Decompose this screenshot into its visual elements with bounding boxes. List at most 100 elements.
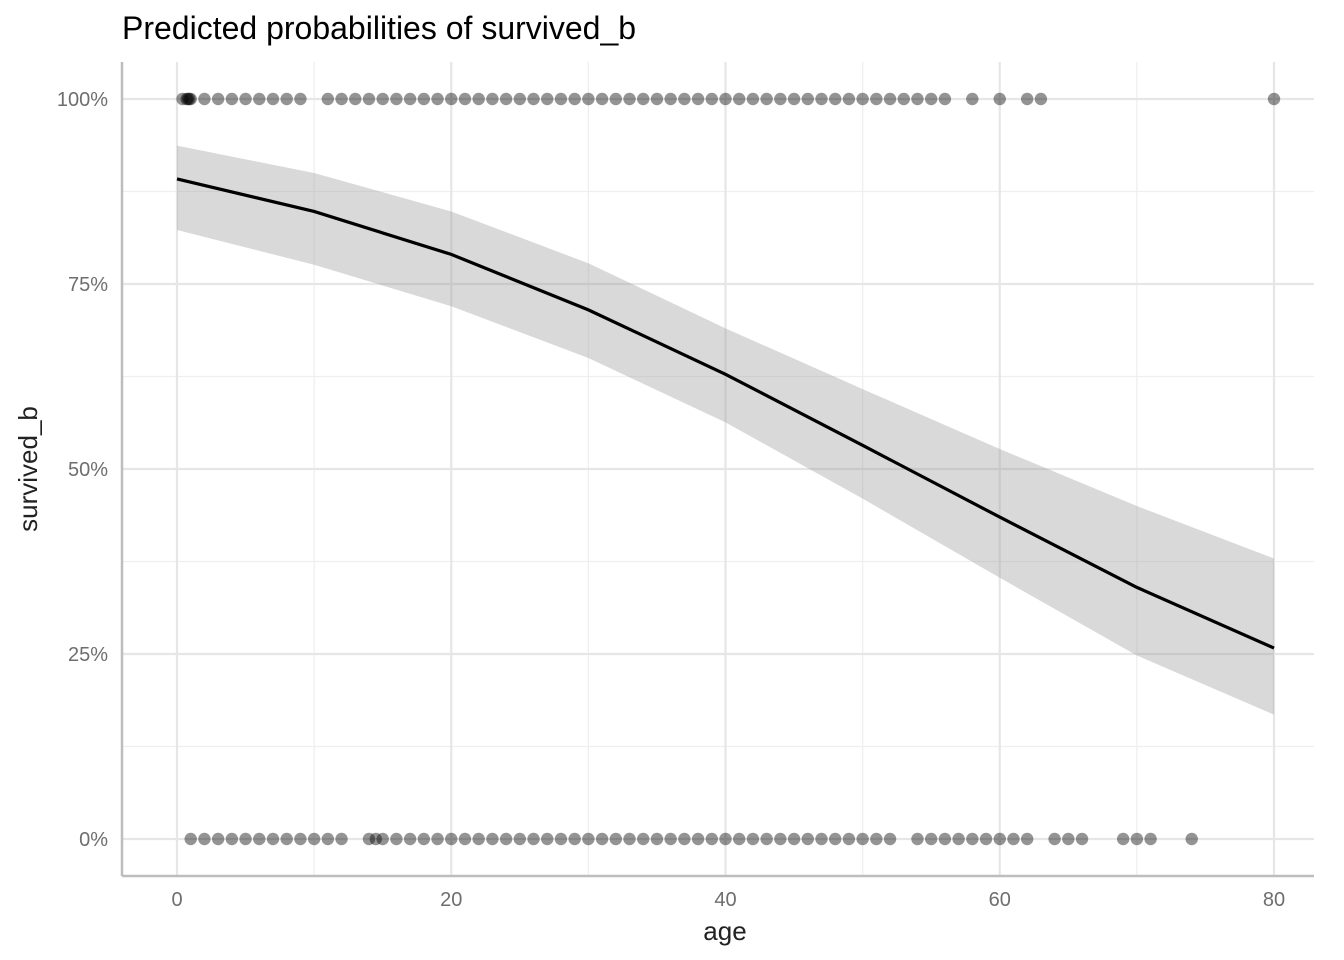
survived-point: [829, 92, 842, 106]
survived-point: [349, 92, 362, 106]
survived-point: [376, 92, 389, 106]
tick-labels: 0 20 40 60 80 0% 25% 50% 75% 100%: [57, 89, 1285, 911]
died-point: [774, 832, 787, 846]
died-point: [801, 832, 814, 846]
survived-point: [225, 92, 239, 106]
survived-point: [486, 92, 499, 106]
died-point: [239, 832, 252, 846]
died-point: [911, 832, 924, 846]
died-point: [225, 832, 239, 846]
died-point: [445, 832, 458, 846]
died-point: [211, 832, 225, 846]
survived-point: [870, 92, 883, 106]
survived-point: [445, 92, 458, 106]
x-tick-label: 60: [989, 889, 1011, 911]
x-tick-label: 40: [714, 889, 736, 911]
y-axis-title: survived_b: [13, 406, 43, 532]
observed-points-layer: [176, 92, 1281, 846]
died-point: [678, 832, 691, 846]
died-point: [417, 832, 431, 846]
grid: [122, 62, 1314, 876]
died-point: [760, 832, 773, 846]
died-point: [650, 832, 664, 846]
survived-point: [239, 92, 252, 106]
survived-point: [362, 92, 376, 106]
survived-point: [211, 92, 225, 106]
survived-point: [198, 92, 211, 106]
died-point: [294, 832, 307, 846]
died-point: [582, 832, 595, 846]
x-tick-label: 80: [1263, 889, 1285, 911]
survived-point: [513, 92, 527, 106]
died-point: [609, 832, 622, 846]
died-point: [993, 832, 1006, 846]
survived-point: [637, 92, 650, 106]
died-point: [431, 832, 444, 846]
survived-point: [1020, 92, 1034, 106]
died-point: [1116, 832, 1130, 846]
died-point: [266, 832, 280, 846]
survived-point: [541, 92, 554, 106]
died-point: [719, 832, 732, 846]
survived-point: [253, 92, 266, 106]
survived-point: [472, 92, 485, 106]
y-tick-label: 0%: [79, 829, 108, 851]
survived-point: [184, 92, 197, 106]
died-point: [513, 832, 527, 846]
died-point: [527, 832, 540, 846]
survived-point: [787, 92, 801, 106]
died-point: [253, 832, 266, 846]
died-point: [554, 832, 568, 846]
died-point: [458, 832, 472, 846]
died-point: [280, 832, 293, 846]
survived-point: [705, 92, 718, 106]
died-point: [883, 832, 897, 846]
survived-point: [390, 92, 403, 106]
y-tick-label: 75%: [68, 274, 108, 296]
survived-point: [911, 92, 924, 106]
died-point: [1007, 832, 1020, 846]
survived-point: [801, 92, 814, 106]
died-point: [1144, 832, 1157, 846]
died-point: [787, 832, 801, 846]
died-point: [705, 832, 718, 846]
died-point: [664, 832, 677, 846]
survived-point: [993, 92, 1006, 106]
survived-point: [664, 92, 677, 106]
x-tick-label: 0: [171, 889, 182, 911]
died-point: [595, 832, 609, 846]
died-point: [966, 832, 979, 846]
died-point: [815, 832, 828, 846]
survived-point: [280, 92, 293, 106]
died-point: [870, 832, 883, 846]
survived-point: [719, 92, 732, 106]
died-point: [198, 832, 211, 846]
died-point: [637, 832, 650, 846]
died-point: [335, 832, 348, 846]
died-point: [321, 832, 335, 846]
died-point: [938, 832, 952, 846]
died-point: [979, 832, 993, 846]
died-point: [856, 832, 869, 846]
survived-point: [733, 92, 746, 106]
died-point: [746, 832, 760, 846]
survived-point: [180, 92, 193, 106]
survived-point: [527, 92, 540, 106]
survived-point: [815, 92, 828, 106]
died-point: [623, 832, 636, 846]
died-point: [691, 832, 705, 846]
died-point: [369, 832, 383, 846]
survived-point: [678, 92, 691, 106]
survived-point: [842, 92, 856, 106]
survived-point: [691, 92, 705, 106]
survived-point: [181, 92, 195, 106]
survived-point: [856, 92, 869, 106]
survived-point: [266, 92, 280, 106]
y-tick-label: 25%: [68, 644, 108, 666]
survived-point: [431, 92, 444, 106]
died-point: [568, 832, 581, 846]
survived-point: [774, 92, 787, 106]
x-tick-label: 20: [440, 889, 462, 911]
predicted-probability-line: [176, 177, 1275, 650]
